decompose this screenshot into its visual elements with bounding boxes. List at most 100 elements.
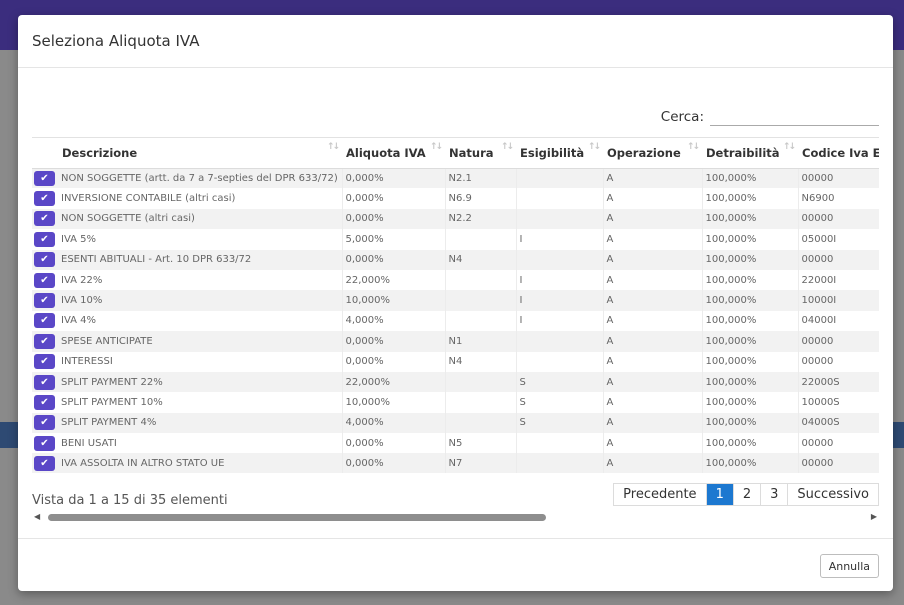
table-row[interactable]: ✔ SPLIT PAYMENT 4% 4,000% S A 100,000% 04000S — [32, 412, 879, 434]
table-row[interactable]: ✔ IVA 10% 10,000% I A 100,000% 10000I — [32, 290, 879, 311]
column-header[interactable]: Esigibilità ↑↓ — [516, 138, 603, 169]
select-row-button[interactable]: ✔ — [34, 415, 55, 431]
select-cell: ✔ — [32, 269, 58, 291]
table-row[interactable]: ✔ IVA ASSOLTA IN ALTRO STATO UE 0,000% N7 A 1… — [32, 453, 879, 473]
next-page-button[interactable]: Successivo — [788, 484, 878, 505]
table-cell: A — [603, 290, 703, 311]
column-header[interactable]: Detraibilità ↑↓ — [702, 138, 798, 169]
table-cell: 0,000% — [342, 331, 446, 352]
select-row-button[interactable]: ✔ — [34, 435, 55, 451]
select-row-button[interactable]: ✔ — [34, 374, 55, 390]
table-cell: 22,000% — [342, 269, 446, 291]
select-column-header — [32, 138, 58, 169]
table-cell: I — [516, 290, 604, 311]
table-cell: 04000I — [798, 310, 879, 332]
select-row-button[interactable]: ✔ — [34, 272, 55, 288]
table-cell: 22,000% — [342, 371, 446, 393]
table-cell: 100,000% — [702, 412, 799, 434]
page-1-button[interactable]: 1 — [706, 484, 734, 505]
table-cell: 100,000% — [702, 351, 799, 372]
table-cell: 0,000% — [342, 249, 446, 270]
table-cell: 05000I — [798, 229, 879, 250]
table-cell: 5,000% — [342, 229, 446, 250]
search-input[interactable] — [710, 104, 879, 126]
table-cell — [516, 433, 604, 454]
select-row-button[interactable]: ✔ — [34, 313, 55, 329]
table-cell: IVA 22% — [58, 269, 343, 291]
select-row-button[interactable]: ✔ — [34, 252, 55, 268]
table-cell: N2.1 — [445, 168, 517, 189]
table-row[interactable]: ✔ IVA 4% 4,000% I A 100,000% 04000I — [32, 310, 879, 332]
table-row[interactable]: ✔ IVA 5% 5,000% I A 100,000% 05000I — [32, 229, 879, 250]
select-row-button[interactable]: ✔ — [34, 333, 55, 349]
cancel-button[interactable]: Annulla — [819, 554, 879, 578]
table-row[interactable]: ✔ SPLIT PAYMENT 10% 10,000% S A 100,000% 10000… — [32, 392, 879, 413]
vat-table: Descrizione ↑↓ Aliquota IVA ↑↓ Natura ↑↓ Es… — [32, 138, 879, 473]
select-row-button[interactable]: ✔ — [34, 191, 55, 207]
table-cell: 100,000% — [702, 249, 799, 270]
pagination: Precedente 1 2 3 Successivo — [613, 483, 879, 506]
table-row[interactable]: ✔ INVERSIONE CONTABILE (altri casi) 0,000%… — [32, 188, 879, 209]
table-cell: 00000 — [798, 453, 879, 473]
previous-page-button[interactable]: Precedente — [614, 484, 707, 505]
table-cell: A — [603, 453, 703, 473]
select-row-button[interactable]: ✔ — [34, 394, 55, 410]
table-row[interactable]: ✔ SPESE ANTICIPATE 0,000% N1 A 100,000% 00000 — [32, 331, 879, 352]
select-row-button[interactable]: ✔ — [34, 211, 55, 227]
table-row[interactable]: ✔ SPLIT PAYMENT 22% 22,000% S A 100,000% 22000… — [32, 371, 879, 393]
vat-table-container: Descrizione ↑↓ Aliquota IVA ↑↓ Natura ↑↓ Es… — [32, 137, 879, 473]
table-cell: 0,000% — [342, 433, 446, 454]
table-cell: S — [516, 371, 604, 393]
table-cell — [516, 188, 604, 209]
table-row[interactable]: ✔ ESENTI ABITUALI - Art. 10 DPR 633/72 0,0… — [32, 249, 879, 270]
table-row[interactable]: ✔ INTERESSI 0,000% N4 A 100,000% 00000 — [32, 351, 879, 372]
column-header[interactable]: Operazione ↑↓ — [603, 138, 702, 169]
scroll-left-icon[interactable]: ◀ — [34, 512, 41, 521]
table-cell: NON SOGGETTE (artt. da 7 a 7-septies del… — [58, 168, 343, 189]
select-cell: ✔ — [32, 392, 58, 413]
table-row[interactable]: ✔ BENI USATI 0,000% N5 A 100,000% 00000 — [32, 433, 879, 454]
scrollbar-thumb[interactable] — [48, 514, 546, 521]
check-icon: ✔ — [40, 458, 49, 470]
table-row[interactable]: ✔ NON SOGGETTE (altri casi) 0,000% N2.2 A 100… — [32, 208, 879, 230]
column-header[interactable]: Aliquota IVA ↑↓ — [342, 138, 445, 169]
table-cell — [516, 208, 604, 230]
check-icon: ✔ — [40, 233, 49, 245]
check-icon: ✔ — [40, 356, 49, 368]
select-cell: ✔ — [32, 310, 58, 332]
table-cell: 22000I — [798, 269, 879, 291]
column-header[interactable]: Descrizione ↑↓ — [58, 138, 342, 169]
select-row-button[interactable]: ✔ — [34, 354, 55, 370]
select-row-button[interactable]: ✔ — [34, 231, 55, 247]
horizontal-scrollbar[interactable]: ◀ ▶ — [32, 511, 879, 523]
table-cell: NON SOGGETTE (altri casi) — [58, 208, 343, 230]
table-cell — [445, 290, 517, 311]
table-cell: A — [603, 188, 703, 209]
table-cell — [445, 269, 517, 291]
select-cell: ✔ — [32, 433, 58, 454]
select-cell: ✔ — [32, 371, 58, 393]
table-row[interactable]: ✔ NON SOGGETTE (artt. da 7 a 7-septies de… — [32, 168, 879, 189]
select-row-button[interactable]: ✔ — [34, 456, 55, 472]
page-3-button[interactable]: 3 — [761, 484, 789, 505]
sort-arrows-icon: ↑↓ — [587, 142, 601, 152]
page-2-button[interactable]: 2 — [733, 484, 762, 505]
table-cell: IVA ASSOLTA IN ALTRO STATO UE — [58, 453, 343, 473]
sort-arrows-icon: ↑↓ — [429, 142, 443, 152]
column-header[interactable]: Codice Iva Es — [798, 138, 879, 169]
table-cell: S — [516, 412, 604, 434]
select-row-button[interactable]: ✔ — [34, 170, 55, 186]
table-cell: 0,000% — [342, 168, 446, 189]
select-row-button[interactable]: ✔ — [34, 293, 55, 309]
table-cell: A — [603, 331, 703, 352]
table-cell: A — [603, 371, 703, 393]
sort-arrows-icon: ↑↓ — [326, 142, 340, 152]
modal-title: Seleziona Aliquota IVA — [32, 32, 200, 50]
column-header[interactable]: Natura ↑↓ — [445, 138, 516, 169]
table-cell: 00000 — [798, 331, 879, 352]
table-cell: N2.2 — [445, 208, 517, 230]
table-cell: 100,000% — [702, 433, 799, 454]
table-row[interactable]: ✔ IVA 22% 22,000% I A 100,000% 22000I — [32, 269, 879, 291]
scroll-right-icon[interactable]: ▶ — [870, 512, 877, 521]
table-cell — [445, 310, 517, 332]
